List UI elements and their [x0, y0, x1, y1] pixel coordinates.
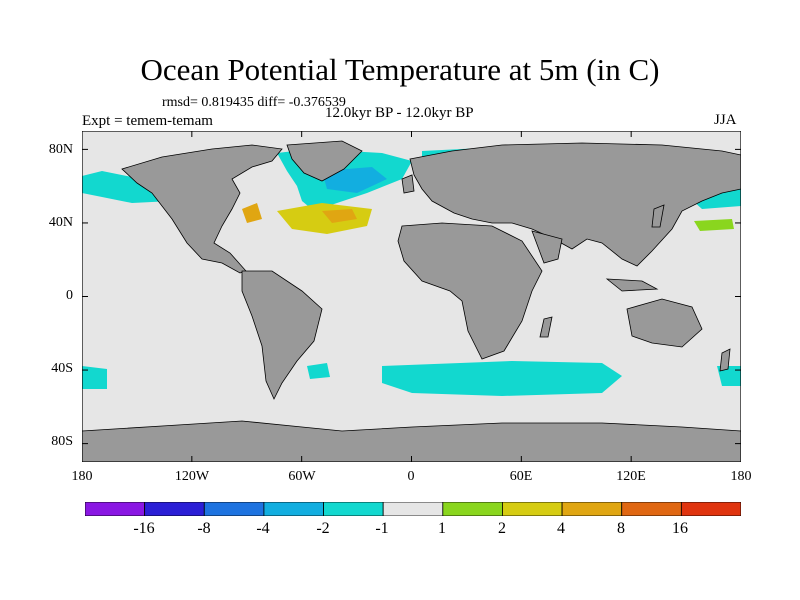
land-australia — [626, 298, 703, 348]
colorbar-swatch — [323, 502, 384, 516]
colorbar-label: 8 — [617, 520, 625, 537]
stats-line: rmsd= 0.819435 diff= -0.376539 — [162, 95, 346, 110]
lat-label-80s: 80S — [51, 434, 73, 449]
colorbar-label: -4 — [256, 520, 270, 537]
colorbar-swatch — [502, 502, 563, 516]
colorbar — [85, 502, 741, 516]
period-label: 12.0kyr BP - 12.0kyr BP — [325, 105, 474, 121]
colorbar-swatch — [85, 502, 146, 516]
land-indonesia — [605, 278, 659, 292]
world-map — [82, 131, 741, 462]
land-masses — [82, 140, 741, 462]
colorbar-swatch — [203, 502, 265, 516]
lon-label-180w: 180 — [71, 469, 93, 484]
warm-patch-labrador — [242, 203, 262, 223]
colorbar-swatch — [680, 502, 741, 516]
land-new-zealand — [719, 348, 731, 372]
lon-label-60e: 60E — [509, 469, 533, 484]
colorbar-label: -16 — [133, 520, 155, 537]
colder-patch-north-atlantic — [322, 167, 387, 193]
lat-label-40n: 40N — [48, 215, 73, 230]
land-south-america — [241, 270, 323, 400]
season-label: JJA — [714, 112, 737, 128]
colorbar-label: 1 — [438, 520, 446, 537]
cool-patch-south-atlantic-indian — [382, 361, 622, 396]
colorbar-swatch — [382, 502, 444, 516]
colorbar-swatch — [621, 502, 682, 516]
land-north-america — [121, 144, 283, 274]
colorbar-label: 2 — [498, 520, 506, 537]
colorbar-label: -1 — [375, 520, 389, 537]
colorbar-swatch — [442, 502, 503, 516]
experiment-label: Expt = temem-temam — [82, 113, 213, 129]
lat-label-equator: 0 — [66, 288, 73, 303]
colorbar-label: 16 — [672, 520, 688, 537]
lon-label-60w: 60W — [288, 469, 316, 484]
land-antarctica — [82, 420, 741, 462]
land-africa — [397, 222, 543, 360]
y-axis-ticks — [82, 148, 741, 445]
land-britain — [401, 174, 415, 194]
land-madagascar — [539, 316, 553, 338]
colorbar-label: 4 — [557, 520, 565, 537]
warmer-patch-north-atlantic — [322, 209, 357, 223]
plot-title: Ocean Potential Temperature at 5m (in C) — [140, 52, 660, 87]
cool-patch-south-pacific-east — [717, 366, 741, 386]
cool-patch-south-pacific-west — [82, 366, 107, 389]
lon-label-180e: 180 — [730, 469, 752, 484]
colorbar-swatch — [263, 502, 324, 516]
lon-label-120w: 120W — [174, 469, 210, 484]
lon-label-120e: 120E — [616, 469, 646, 484]
land-japan — [651, 204, 665, 228]
warm-patch-kuroshio — [694, 219, 734, 231]
land-arabia — [531, 230, 563, 264]
lat-label-40s: 40S — [51, 361, 73, 376]
cool-patch-patagonia — [307, 363, 330, 379]
lon-label-0: 0 — [407, 469, 415, 484]
land-greenland — [286, 140, 363, 182]
lat-label-80n: 80N — [48, 142, 73, 157]
land-eurasia — [409, 142, 741, 267]
x-axis-ticks — [82, 131, 741, 462]
colorbar-label: -2 — [316, 520, 330, 537]
colorbar-label: -8 — [197, 520, 211, 537]
colorbar-swatch — [561, 502, 623, 516]
colorbar-swatch — [144, 502, 205, 516]
